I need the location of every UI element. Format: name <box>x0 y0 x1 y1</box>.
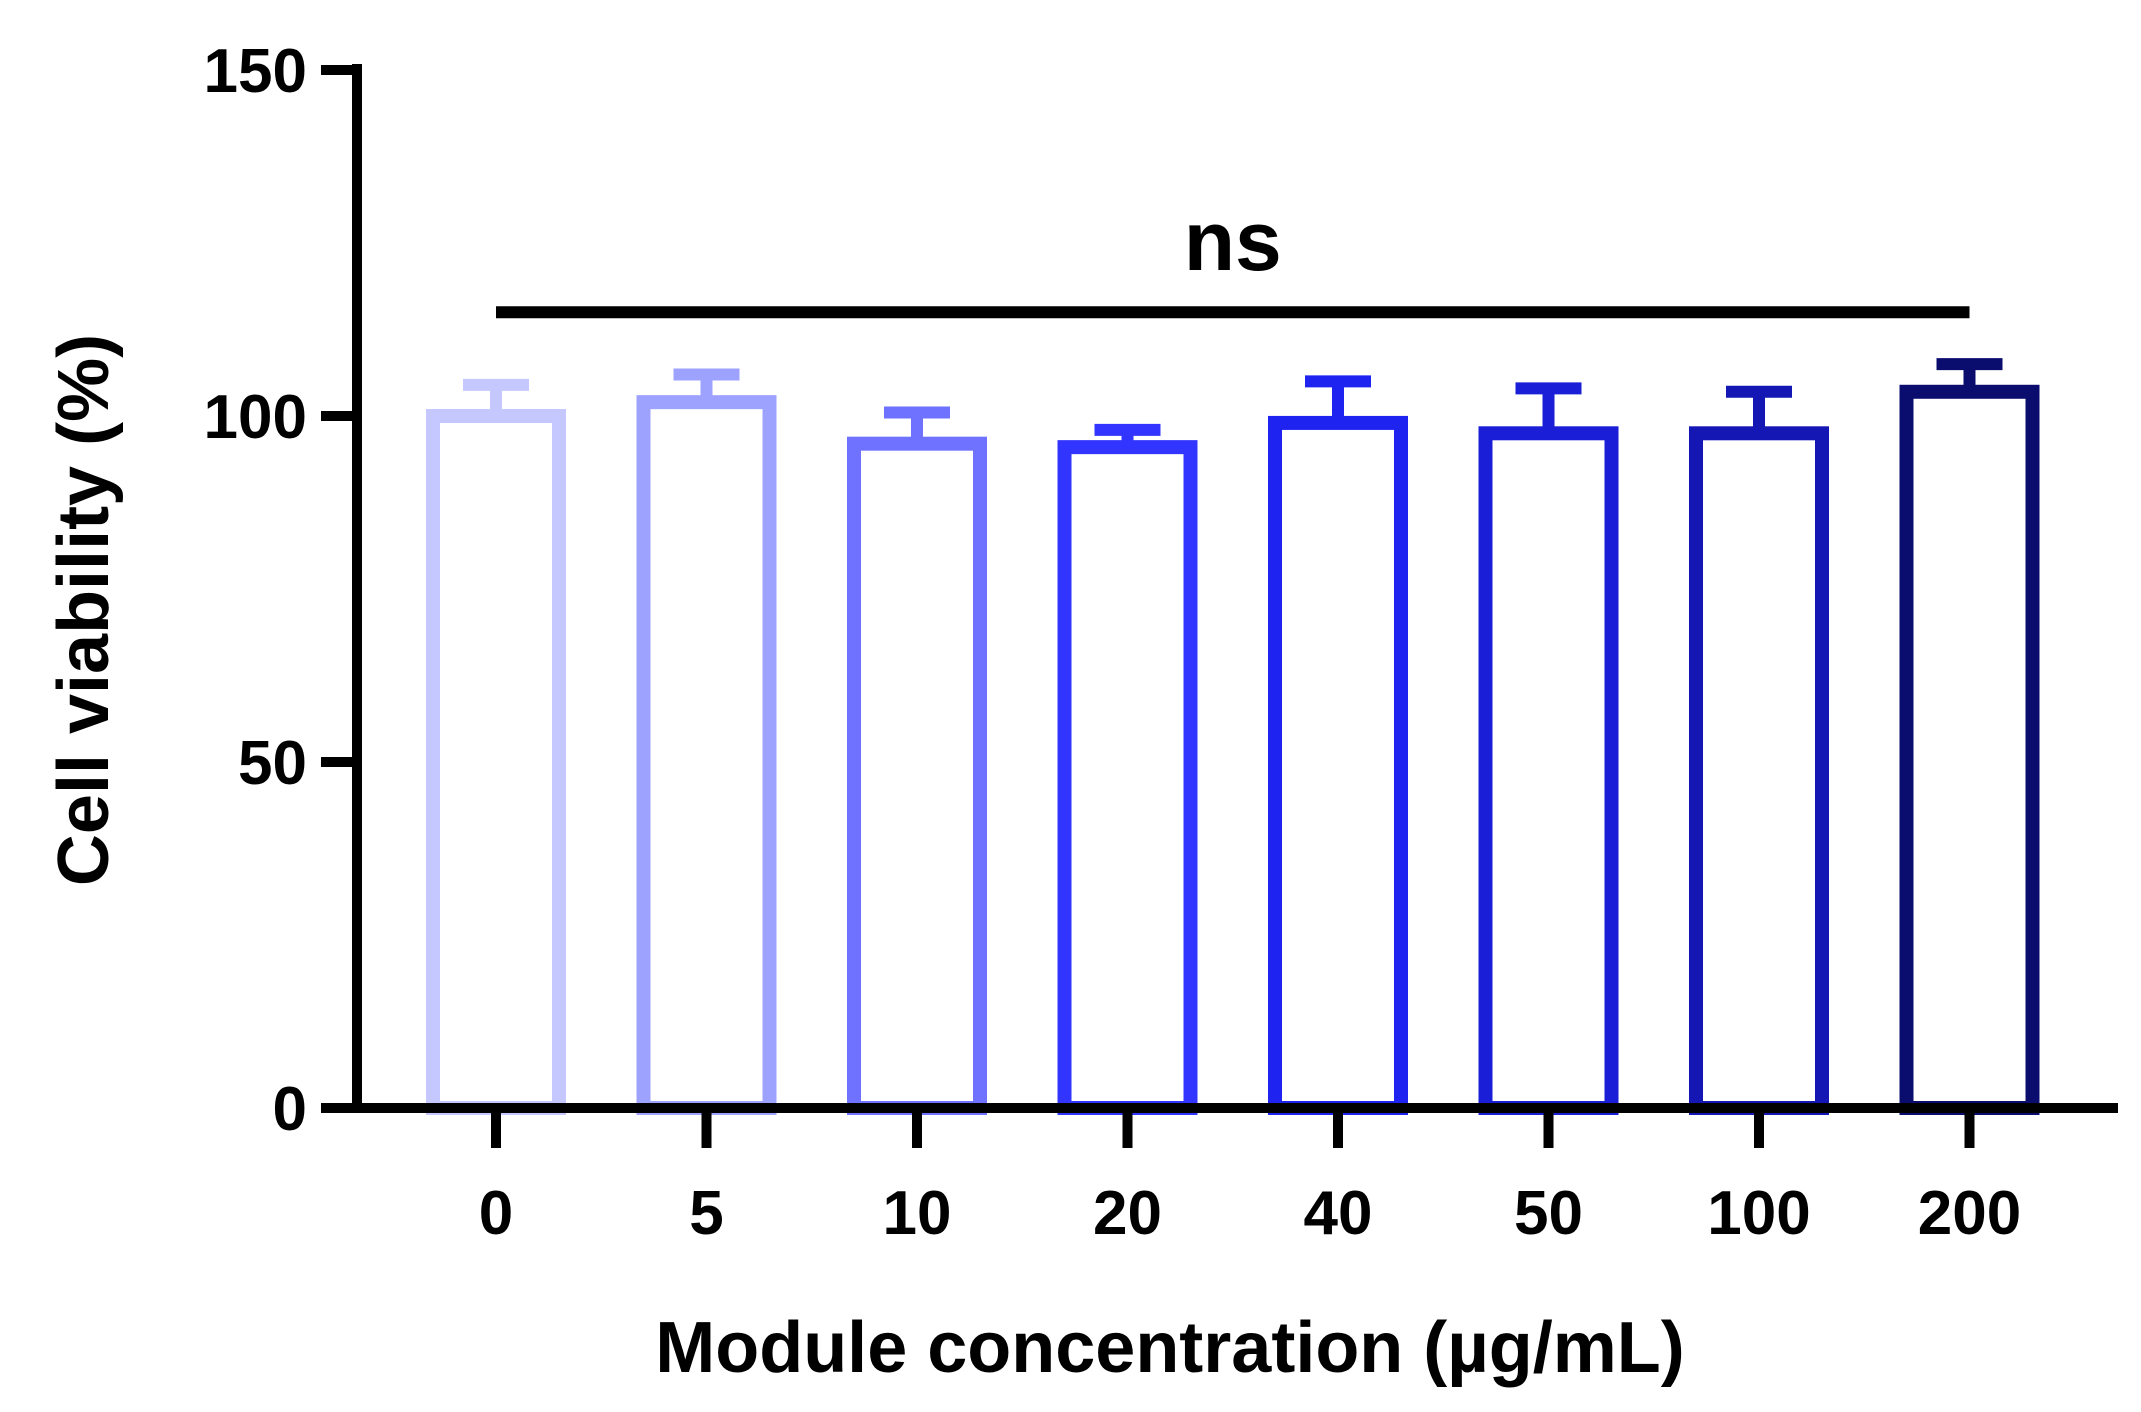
x-tick-label: 40 <box>1304 1179 1373 1248</box>
x-tick-label: 100 <box>1707 1179 1810 1248</box>
y-axis-title: Cell viability (%) <box>44 334 124 886</box>
x-axis-title: Module concentration (µg/mL) <box>655 1308 1684 1388</box>
bar <box>1268 415 1408 1116</box>
bar <box>426 409 566 1115</box>
bar <box>636 395 777 1116</box>
significance-label: ns <box>1184 194 1282 288</box>
bar <box>1057 440 1198 1115</box>
labels-layer: 0 50 100 150 0 5 10 20 40 50 100 200 <box>204 37 2022 1248</box>
y-tick-label: 0 <box>273 1075 307 1144</box>
x-tick-label: 20 <box>1093 1179 1162 1248</box>
bars-layer <box>426 358 2040 1116</box>
bar <box>1478 426 1619 1115</box>
bar <box>847 436 987 1115</box>
axes-layer <box>321 64 2118 1148</box>
y-tick-label: 50 <box>238 729 307 798</box>
x-tick-label: 0 <box>479 1179 513 1248</box>
x-tick-label: 50 <box>1514 1179 1583 1248</box>
x-tick-label: 10 <box>883 1179 952 1248</box>
y-tick-label: 150 <box>204 37 307 106</box>
x-tick-label: 200 <box>1918 1179 2021 1248</box>
y-tick-label: 100 <box>204 383 307 452</box>
bar <box>1899 384 2040 1115</box>
bar <box>1689 426 1829 1115</box>
x-tick-label: 5 <box>689 1179 723 1248</box>
